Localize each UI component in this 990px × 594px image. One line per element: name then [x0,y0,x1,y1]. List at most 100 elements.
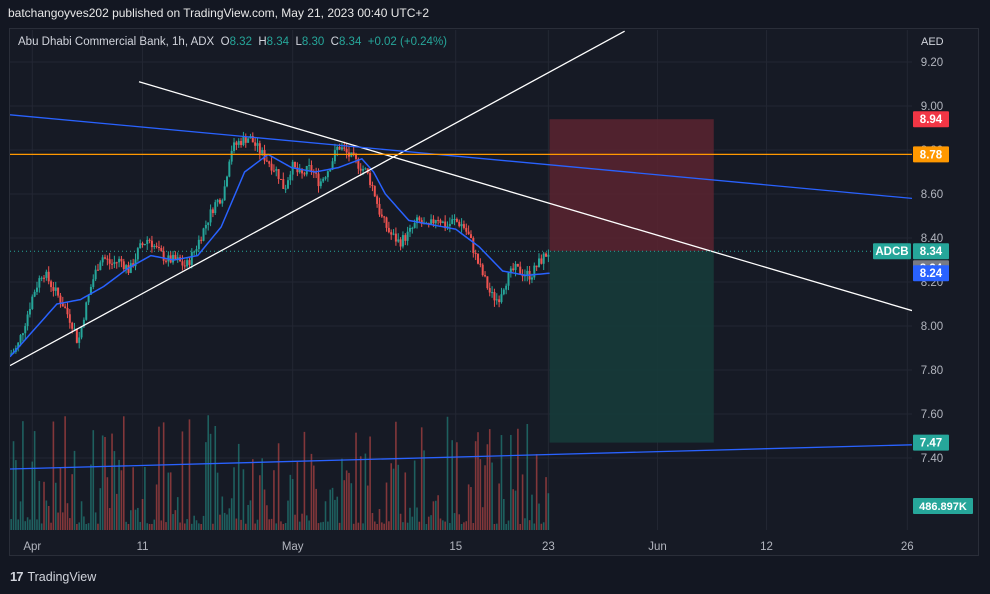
volume-bar [183,523,186,530]
candle-body [176,257,179,260]
candle-body [204,224,207,229]
candle-body [143,243,146,246]
x-tick-label: 23 [542,541,555,553]
candle-body [437,220,440,222]
candle-body [209,209,212,223]
candle-body [115,262,118,264]
candle-body [331,161,334,170]
candle-body [101,257,104,263]
low-value: 8.30 [301,36,325,48]
candle-body [514,263,517,271]
candle-body [418,217,421,221]
tradingview-logo[interactable]: 17 TradingView [10,569,96,584]
candle-body [416,217,419,224]
candle-body [392,233,395,235]
volume-marker [913,498,973,514]
candle-body [52,287,55,291]
volume-bar [366,485,369,530]
volume-bar [120,470,123,530]
candle-body [399,239,402,247]
volume-bar [538,503,540,530]
candle-body [448,223,451,227]
volume-bar [270,518,273,530]
volume-bar [118,459,120,530]
volume-bar [50,522,52,530]
candle-body [218,199,221,204]
y-tick-label: 8.40 [921,233,943,245]
price-marker-label: 8.78 [920,149,943,161]
volume-bar [364,453,367,530]
candle-body [369,173,372,185]
candle-body [406,231,409,241]
candle-body [479,263,482,265]
volume-bar [12,441,15,530]
volume-bar [198,523,200,530]
close-value: 8.34 [338,36,362,48]
volume-bar [106,477,109,530]
candle-body [157,246,160,249]
candle-body [359,168,362,171]
volume-bar [115,493,118,530]
candle-body [324,177,327,179]
candle-body [509,268,512,273]
candle-body [134,259,137,267]
candle-body [516,263,519,267]
volume-bar [73,450,76,530]
volume-bar [193,515,195,530]
candle-body [385,217,388,228]
candle-body [237,141,240,145]
candle-body [413,223,416,228]
candle-body [148,239,151,241]
volume-bar [432,501,435,530]
volume-bar [338,522,341,530]
candle-body [547,254,550,257]
volume-bar [153,519,156,530]
volume-bar [235,518,238,530]
volume-bar [423,450,425,530]
candle-body [186,260,189,267]
volume-bar [219,514,221,530]
price-marker [913,146,949,163]
volume-bar [125,521,127,530]
volume-bar [545,477,547,530]
volume-bar [167,472,170,530]
volume-bar [420,427,423,530]
volume-bar [542,522,545,530]
candle-body [225,176,228,187]
candle-body [308,165,311,167]
volume-bar [176,497,179,530]
candle-body [397,239,400,242]
volume-bar [495,523,498,530]
candle-body [202,228,205,241]
candle-body [214,202,217,214]
volume-bar [172,514,174,530]
candle-body [378,203,381,215]
tradingview-icon: 17 [10,569,24,584]
candle-body [507,272,510,286]
volume-bar [221,496,224,530]
candle-body [181,261,184,266]
candle-body [533,265,536,278]
volume-bar [261,458,263,530]
candle-body [439,220,442,224]
volume-bar [460,523,463,530]
volume-bar [47,505,50,530]
volume-bar [317,523,320,530]
volume-bar [275,523,278,530]
candle-body [261,150,264,154]
candle-body [303,173,306,175]
candle-body [538,258,541,268]
candle-body [254,142,257,146]
volume-bar [294,514,296,530]
volume-bar [195,520,198,530]
candle-body [498,299,501,303]
x-tick-label: Apr [23,541,41,553]
candle-body [343,147,346,149]
volume-bar [453,513,456,530]
volume-bar [228,508,231,530]
low-label: L [295,36,302,48]
volume-series [10,415,550,530]
volume-bar [373,521,376,530]
candle-body [472,238,475,253]
